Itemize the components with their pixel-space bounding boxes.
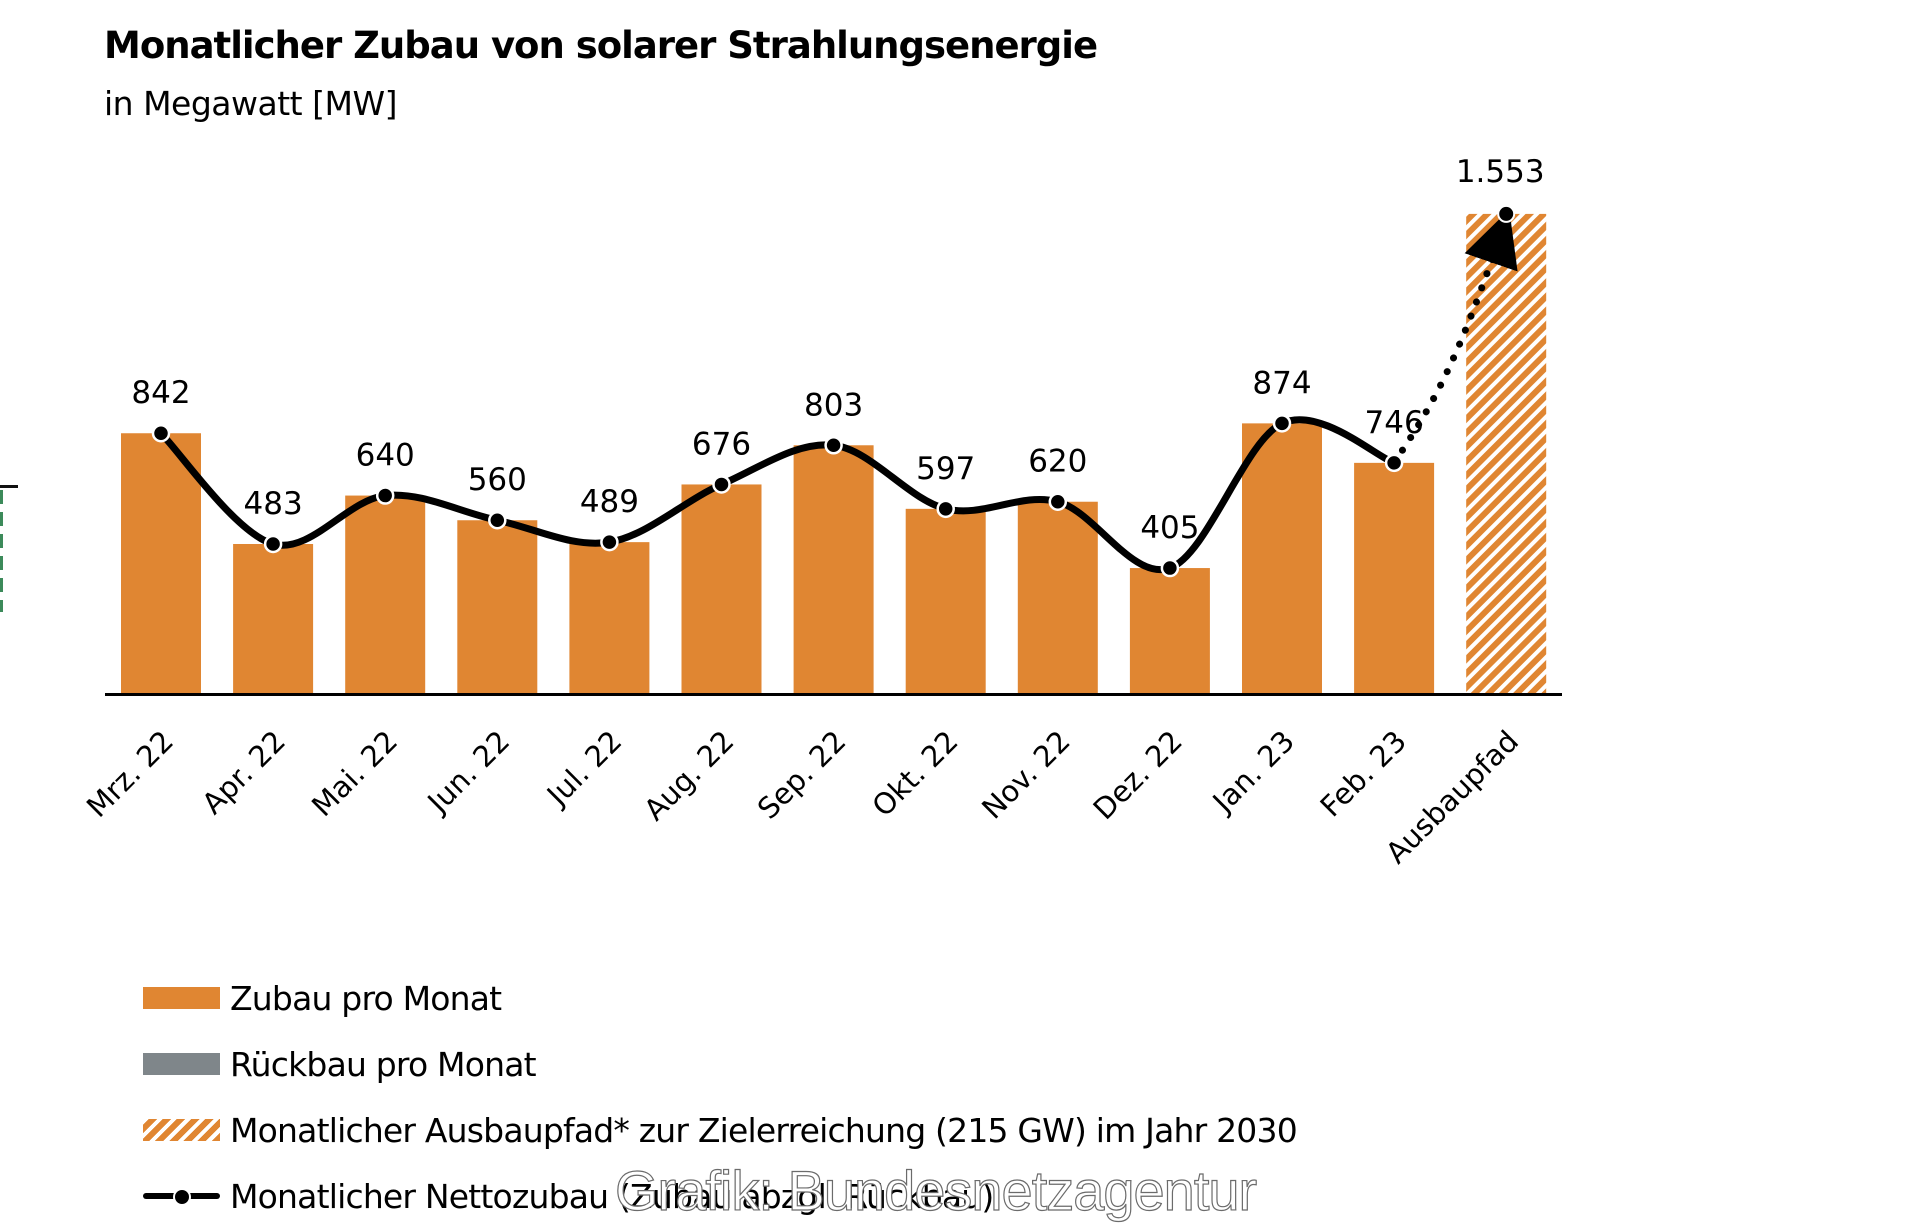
x-tick-label: Jul. 22 xyxy=(539,724,628,813)
legend-label: Monatlicher Ausbaupfad* zur Zielerreichu… xyxy=(230,1110,1298,1150)
bar-zubau xyxy=(1017,501,1098,693)
line-point xyxy=(1272,414,1292,433)
points-group xyxy=(151,204,1516,578)
bar-zubau xyxy=(233,543,314,693)
bars-group xyxy=(121,213,1547,693)
chart-title: Monatlicher Zubau von solarer Strahlungs… xyxy=(104,24,1098,67)
bar-zubau xyxy=(457,520,538,693)
line-point xyxy=(600,532,619,552)
line-point xyxy=(375,486,395,505)
bar-zubau xyxy=(345,495,426,693)
bar-zubau xyxy=(1129,568,1210,693)
bar-zubau xyxy=(121,433,201,693)
data-labels-group: 842 483 640 560 489 676 803 597 620 405 874 746 1.55… xyxy=(131,154,1544,546)
line-point xyxy=(1384,453,1404,473)
x-tick-label: Jun. 22 xyxy=(420,724,517,821)
watermark: Grafik: Bundesnetzagentur xyxy=(614,1158,1257,1222)
x-tick-label: Nov. 22 xyxy=(975,724,1077,826)
line-point xyxy=(488,510,507,530)
bar-zubau xyxy=(681,484,762,693)
bar-zubau xyxy=(1354,462,1435,693)
chart-plot: 842 483 640 560 489 676 803 597 620 405 874 746 1.55… xyxy=(80,154,1562,870)
ausbaupfad-point xyxy=(1497,204,1516,223)
line-point xyxy=(712,475,731,494)
data-label: 560 xyxy=(468,462,527,498)
data-label: 874 xyxy=(1252,365,1311,401)
x-tick-label: Sep. 22 xyxy=(751,724,853,826)
legend-swatch-orange xyxy=(143,987,220,1009)
line-point xyxy=(824,436,843,455)
legend-item-nettozubau: Monatlicher Nettozubau (Zubau abzgl. Rüc… xyxy=(143,1174,994,1218)
bar-zubau xyxy=(905,508,986,693)
data-label: 640 xyxy=(356,438,415,474)
data-label: 620 xyxy=(1028,444,1087,480)
line-group xyxy=(157,209,1518,574)
data-label: 842 xyxy=(131,375,190,411)
bar-zubau xyxy=(1242,423,1322,693)
bar-ausbaupfad-hatched xyxy=(1466,213,1547,693)
edge-line-artifact xyxy=(0,485,18,488)
x-tick-labels-group: Mrz. 22 Apr. 22 Mai. 22 Jun. 22 Jul. 22 Aug. … xyxy=(80,724,1525,870)
legend-swatch-hatched xyxy=(143,1119,220,1141)
edge-dashed-artifact xyxy=(0,490,3,612)
data-label: 483 xyxy=(244,486,303,522)
data-label: 489 xyxy=(580,484,639,520)
data-label: 803 xyxy=(804,387,863,423)
x-tick-label: Okt. 22 xyxy=(865,724,964,823)
legend-label: Zubau pro Monat xyxy=(230,978,502,1018)
line-point xyxy=(936,499,955,519)
legend-item-zubau: Zubau pro Monat xyxy=(143,976,502,1020)
legend-label: Monatlicher Nettozubau (Zubau abzgl. Rüc… xyxy=(230,1176,994,1216)
x-tick-label: Apr. 22 xyxy=(195,724,292,821)
line-nettozubau xyxy=(157,416,1398,574)
line-point xyxy=(151,423,171,443)
legend-swatch-line-marker xyxy=(143,1185,220,1207)
line-point xyxy=(263,534,283,554)
legend-item-rueckbau: Rückbau pro Monat xyxy=(143,1042,537,1086)
data-label: 676 xyxy=(692,426,751,462)
legend-swatch-grey xyxy=(143,1053,220,1075)
data-label: 405 xyxy=(1140,510,1199,546)
x-tick-label: Feb. 23 xyxy=(1314,724,1413,823)
x-tick-label: Mai. 22 xyxy=(305,724,404,823)
bar-zubau xyxy=(793,445,874,693)
x-tick-label: Mrz. 22 xyxy=(80,724,180,824)
line-point xyxy=(1160,558,1180,578)
data-label: 597 xyxy=(916,451,975,487)
data-label: 746 xyxy=(1365,405,1424,441)
x-tick-label: Jan. 23 xyxy=(1205,724,1301,820)
data-label: 1.553 xyxy=(1456,154,1545,190)
x-tick-label: Aug. 22 xyxy=(637,724,740,827)
x-tick-label: Dez. 22 xyxy=(1087,724,1189,826)
chart-subtitle: in Megawatt [MW] xyxy=(104,84,397,123)
bar-zubau xyxy=(569,542,650,693)
legend-item-ausbaupfad: Monatlicher Ausbaupfad* zur Zielerreichu… xyxy=(143,1108,1298,1152)
line-point xyxy=(1048,492,1068,511)
legend-label: Rückbau pro Monat xyxy=(230,1044,537,1084)
